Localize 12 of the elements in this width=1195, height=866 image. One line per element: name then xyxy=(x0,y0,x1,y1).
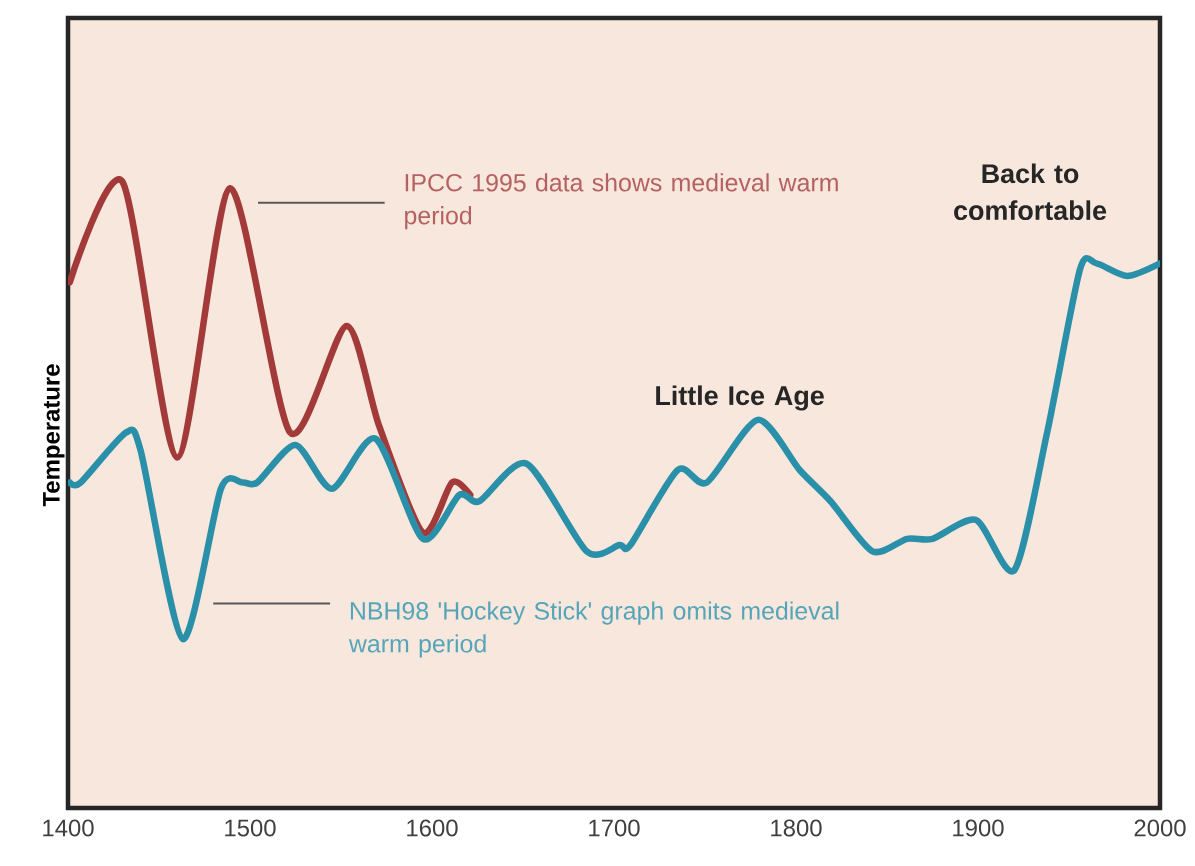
x-tick-label: 1700 xyxy=(589,819,640,837)
x-tick-label: 1900 xyxy=(953,819,1004,837)
x-tick-label: 1600 xyxy=(407,819,458,837)
x-tick-label: 1800 xyxy=(771,819,822,837)
x-tick-label: 1400 xyxy=(43,819,94,837)
annotation: Little Ice Age xyxy=(656,385,824,411)
annotation: Back to comfortable xyxy=(954,163,1107,221)
text: IPCC 1995 data shows medieval warm period xyxy=(405,173,838,230)
x-tick-label: 1500 xyxy=(225,819,276,837)
x-tick-label: 2000 xyxy=(1134,819,1186,837)
text: NBH98 'Hockey Stick' graph omits medieval warm period xyxy=(348,601,839,658)
y-axis-title: Temperature xyxy=(43,364,65,507)
